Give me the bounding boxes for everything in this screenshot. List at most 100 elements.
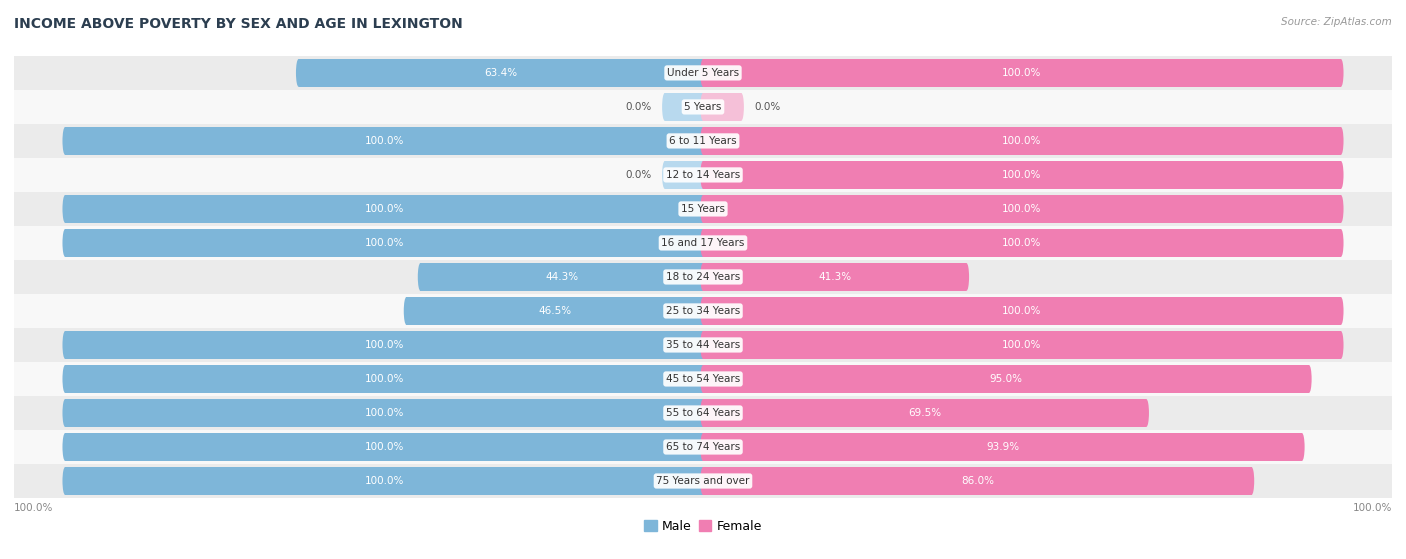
- Text: 100.0%: 100.0%: [14, 503, 53, 513]
- Text: 35 to 44 Years: 35 to 44 Years: [666, 340, 740, 350]
- Bar: [65, 127, 703, 155]
- Circle shape: [700, 263, 706, 291]
- Bar: [14, 56, 1392, 90]
- Text: 0.0%: 0.0%: [754, 102, 780, 112]
- Circle shape: [1306, 365, 1312, 393]
- Text: 25 to 34 Years: 25 to 34 Years: [666, 306, 740, 316]
- Circle shape: [700, 161, 706, 189]
- Circle shape: [62, 467, 67, 495]
- Circle shape: [62, 433, 67, 461]
- Text: 55 to 64 Years: 55 to 64 Years: [666, 408, 740, 418]
- Text: 100.0%: 100.0%: [364, 442, 404, 452]
- Text: 93.9%: 93.9%: [986, 442, 1019, 452]
- Text: INCOME ABOVE POVERTY BY SEX AND AGE IN LEXINGTON: INCOME ABOVE POVERTY BY SEX AND AGE IN L…: [14, 17, 463, 31]
- Circle shape: [1339, 331, 1344, 359]
- Circle shape: [1339, 195, 1344, 223]
- Bar: [65, 365, 703, 393]
- Circle shape: [700, 93, 706, 121]
- Bar: [14, 124, 1392, 158]
- Text: 46.5%: 46.5%: [538, 306, 571, 316]
- Circle shape: [700, 331, 706, 359]
- Bar: [65, 467, 703, 495]
- Circle shape: [1249, 467, 1254, 495]
- Bar: [14, 192, 1392, 226]
- Text: 65 to 74 Years: 65 to 74 Years: [666, 442, 740, 452]
- Circle shape: [662, 93, 668, 121]
- Text: 41.3%: 41.3%: [818, 272, 851, 282]
- Bar: [14, 362, 1392, 396]
- Bar: [14, 328, 1392, 362]
- Bar: [14, 464, 1392, 498]
- Circle shape: [700, 297, 706, 325]
- Bar: [703, 331, 1341, 359]
- Circle shape: [700, 365, 706, 393]
- Circle shape: [1339, 127, 1344, 155]
- Bar: [703, 365, 1309, 393]
- Circle shape: [700, 297, 706, 325]
- Text: 16 and 17 Years: 16 and 17 Years: [661, 238, 745, 248]
- Text: 15 Years: 15 Years: [681, 204, 725, 214]
- Text: 0.0%: 0.0%: [626, 102, 652, 112]
- Circle shape: [700, 399, 706, 427]
- Bar: [65, 229, 703, 257]
- Text: 100.0%: 100.0%: [1002, 238, 1042, 248]
- Bar: [14, 260, 1392, 294]
- Text: 75 Years and over: 75 Years and over: [657, 476, 749, 486]
- Circle shape: [700, 229, 706, 257]
- Circle shape: [62, 127, 67, 155]
- Bar: [703, 467, 1251, 495]
- Bar: [14, 430, 1392, 464]
- Text: 100.0%: 100.0%: [364, 476, 404, 486]
- Bar: [65, 331, 703, 359]
- Bar: [65, 433, 703, 461]
- Circle shape: [700, 93, 706, 121]
- Bar: [65, 399, 703, 427]
- Bar: [665, 93, 703, 121]
- Circle shape: [700, 59, 706, 87]
- Text: 100.0%: 100.0%: [364, 374, 404, 384]
- Bar: [298, 59, 703, 87]
- Circle shape: [700, 195, 706, 223]
- Bar: [420, 263, 703, 291]
- Bar: [14, 90, 1392, 124]
- Bar: [703, 229, 1341, 257]
- Circle shape: [700, 59, 706, 87]
- Circle shape: [700, 467, 706, 495]
- Circle shape: [1299, 433, 1305, 461]
- Circle shape: [62, 331, 67, 359]
- Bar: [703, 59, 1341, 87]
- Text: 100.0%: 100.0%: [364, 238, 404, 248]
- Text: 100.0%: 100.0%: [364, 340, 404, 350]
- Circle shape: [700, 433, 706, 461]
- Bar: [703, 297, 1341, 325]
- Circle shape: [418, 263, 423, 291]
- Circle shape: [1339, 161, 1344, 189]
- Text: 18 to 24 Years: 18 to 24 Years: [666, 272, 740, 282]
- Circle shape: [662, 161, 668, 189]
- Circle shape: [700, 229, 706, 257]
- Circle shape: [700, 161, 706, 189]
- Circle shape: [700, 127, 706, 155]
- Text: 12 to 14 Years: 12 to 14 Years: [666, 170, 740, 180]
- Circle shape: [700, 195, 706, 223]
- Text: 100.0%: 100.0%: [1002, 68, 1042, 78]
- Circle shape: [738, 93, 744, 121]
- Text: 95.0%: 95.0%: [990, 374, 1022, 384]
- Circle shape: [700, 331, 706, 359]
- Text: 100.0%: 100.0%: [1002, 204, 1042, 214]
- Bar: [14, 294, 1392, 328]
- Text: 100.0%: 100.0%: [1002, 340, 1042, 350]
- Circle shape: [62, 229, 67, 257]
- Text: 100.0%: 100.0%: [1353, 503, 1392, 513]
- Text: Source: ZipAtlas.com: Source: ZipAtlas.com: [1281, 17, 1392, 27]
- Circle shape: [700, 467, 706, 495]
- Bar: [703, 127, 1341, 155]
- Bar: [703, 93, 741, 121]
- Circle shape: [1339, 297, 1344, 325]
- Text: 63.4%: 63.4%: [484, 68, 517, 78]
- Circle shape: [700, 433, 706, 461]
- Circle shape: [62, 399, 67, 427]
- Text: 45 to 54 Years: 45 to 54 Years: [666, 374, 740, 384]
- Text: 100.0%: 100.0%: [364, 204, 404, 214]
- Bar: [14, 396, 1392, 430]
